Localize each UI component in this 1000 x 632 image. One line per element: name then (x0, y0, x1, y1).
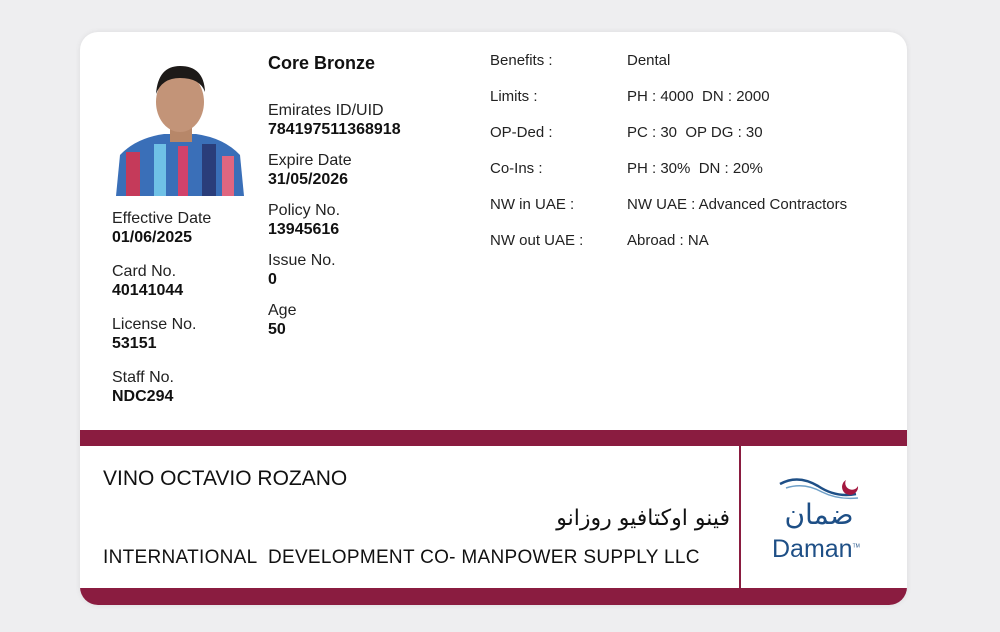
benefit-value: Abroad : NA (627, 232, 709, 249)
company-name: INTERNATIONAL DEVELOPMENT CO- MANPOWER S… (103, 547, 700, 568)
emirates-id-value: 784197511368918 (268, 121, 401, 138)
card-no-value: 40141044 (112, 282, 184, 299)
bottom-band (80, 588, 907, 605)
license-no-label: License No. (112, 316, 197, 333)
effective-date-label: Effective Date (112, 210, 212, 227)
benefit-label: NW in UAE : (490, 196, 575, 213)
issue-no-label: Issue No. (268, 252, 336, 269)
benefit-label: Benefits : (490, 52, 553, 69)
license-no-value: 53151 (112, 335, 157, 352)
logo-tm: TM (852, 543, 860, 550)
policy-no-value: 13945616 (268, 221, 340, 238)
staff-no-value: NDC294 (112, 388, 174, 405)
benefit-value: PC : 30 OP DG : 30 (627, 124, 763, 141)
wave-icon (779, 478, 859, 500)
holder-name-arabic: فينو اوكتافيو روزانو (556, 506, 730, 531)
benefit-row: Limits : PH : 4000 DN : 2000 (490, 88, 847, 124)
benefit-row: Co-Ins : PH : 30% DN : 20% (490, 160, 847, 196)
issue-no-value: 0 (268, 271, 277, 288)
top-band (80, 430, 907, 446)
logo-word: Daman (772, 535, 853, 563)
left-fields: Effective Date 01/06/2025 Card No. 4014104… (112, 209, 211, 407)
benefit-value: PH : 4000 DN : 2000 (627, 88, 770, 105)
benefit-row: Benefits : Dental (490, 52, 847, 88)
expire-date-value: 31/05/2026 (268, 171, 349, 188)
holder-name: VINO OCTAVIO ROZANO (103, 467, 348, 490)
member-photo (116, 60, 244, 196)
effective-date-value: 01/06/2025 (112, 229, 193, 246)
age-value: 50 (268, 321, 286, 338)
age-label: Age (268, 302, 297, 319)
policy-no-label: Policy No. (268, 202, 341, 219)
benefit-label: OP-Ded : (490, 124, 553, 141)
divider (739, 446, 741, 588)
benefit-value: PH : 30% DN : 20% (627, 160, 763, 177)
benefit-row: NW in UAE : NW UAE : Advanced Contractors (490, 196, 847, 232)
insurance-card: Core Bronze Effective Date 01/06/2025 Car… (80, 32, 907, 605)
benefit-value: Dental (627, 52, 671, 69)
benefits-table: Benefits : Dental Limits : PH : 4000 DN : … (490, 52, 847, 268)
benefit-row: OP-Ded : PC : 30 OP DG : 30 (490, 124, 847, 160)
card-no-label: Card No. (112, 263, 177, 280)
benefit-label: NW out UAE : (490, 232, 584, 249)
staff-no-label: Staff No. (112, 369, 174, 386)
logo-arabic: ضمان (784, 498, 854, 531)
middle-fields: Emirates ID/UID 784197511368918 Expire Da… (268, 101, 401, 340)
daman-logo: ضمان DamanTM (770, 472, 880, 572)
plan-name: Core Bronze (268, 53, 376, 73)
logo-text: DamanTM (772, 535, 860, 564)
emirates-id-label: Emirates ID/UID (268, 102, 384, 119)
benefit-value: NW UAE : Advanced Contractors (627, 196, 848, 213)
benefit-label: Limits : (490, 88, 538, 105)
benefit-label: Co-Ins : (490, 160, 543, 177)
benefit-row: NW out UAE : Abroad : NA (490, 232, 847, 268)
expire-date-label: Expire Date (268, 152, 352, 169)
